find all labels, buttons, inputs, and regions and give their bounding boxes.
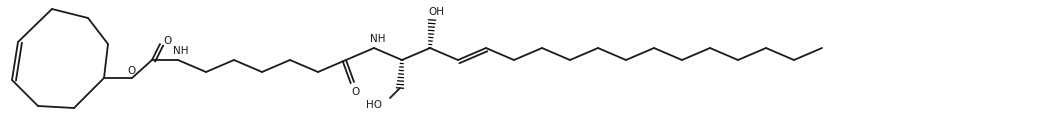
Text: O: O	[352, 87, 360, 97]
Text: O: O	[127, 66, 135, 76]
Text: O: O	[163, 36, 171, 46]
Text: NH: NH	[173, 46, 189, 56]
Text: HO: HO	[366, 100, 382, 110]
Text: OH: OH	[428, 7, 444, 17]
Text: NH: NH	[371, 34, 385, 44]
